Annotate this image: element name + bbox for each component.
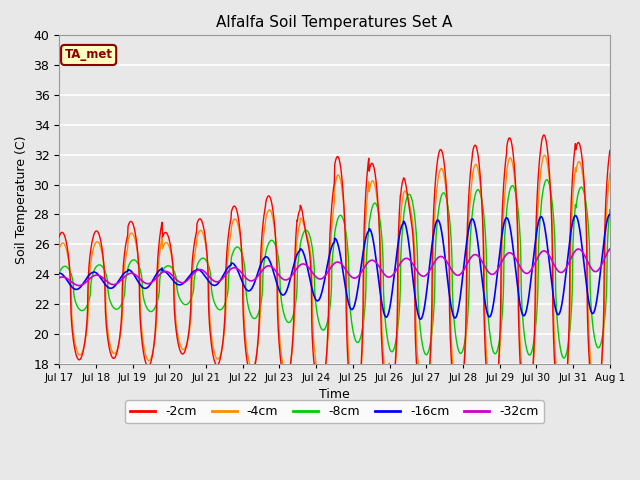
Legend: -2cm, -4cm, -8cm, -16cm, -32cm: -2cm, -4cm, -8cm, -16cm, -32cm	[125, 400, 544, 423]
Y-axis label: Soil Temperature (C): Soil Temperature (C)	[15, 135, 28, 264]
Title: Alfalfa Soil Temperatures Set A: Alfalfa Soil Temperatures Set A	[216, 15, 452, 30]
X-axis label: Time: Time	[319, 388, 350, 401]
Text: TA_met: TA_met	[65, 48, 113, 61]
